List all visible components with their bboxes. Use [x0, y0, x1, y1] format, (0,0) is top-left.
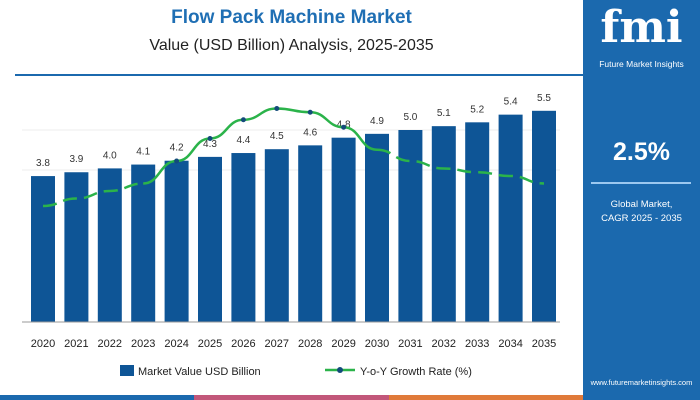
bar-label-2034: 5.4	[504, 97, 518, 108]
legend-bar-swatch	[120, 365, 134, 376]
x-tick-2031: 2031	[398, 338, 422, 350]
bar-label-2035: 5.5	[537, 93, 551, 104]
growth-point-2024	[174, 158, 180, 164]
bar-label-2024: 4.2	[170, 143, 184, 154]
bar-label-2022: 4.0	[103, 150, 117, 161]
chart-title: Flow Pack Machine Market	[171, 7, 412, 28]
bar-2022	[97, 168, 122, 322]
chart-area: 3.8 2020 3.9 2021 4.0 2022 4.1 2023 4.2 2024 4.3 20…	[15, 74, 583, 378]
bar-label-2031: 5.0	[403, 112, 417, 123]
x-tick-2029: 2029	[331, 338, 355, 350]
cagr-label-1: Global Market,	[610, 199, 673, 210]
x-tick-2023: 2023	[131, 338, 155, 350]
x-tick-2025: 2025	[198, 338, 222, 350]
bottom-color-strip	[0, 395, 583, 400]
bar-2025	[198, 156, 222, 322]
bar-2032	[431, 126, 456, 322]
divider	[591, 182, 691, 184]
bar-2024	[164, 160, 189, 322]
x-tick-2035: 2035	[532, 338, 556, 350]
x-tick-2027: 2027	[265, 338, 289, 350]
cagr-value: 2.5%	[613, 138, 670, 166]
x-tick-2028: 2028	[298, 338, 322, 350]
x-tick-2030: 2030	[365, 338, 389, 350]
x-tick-2021: 2021	[64, 338, 88, 350]
growth-point-2027	[274, 106, 280, 111]
bar-label-2028: 4.6	[303, 127, 317, 138]
growth-line-late	[376, 148, 545, 185]
x-tick-2026: 2026	[231, 338, 255, 350]
chart-subtitle: Value (USD Billion) Analysis, 2025-2035	[149, 37, 434, 54]
x-tick-2034: 2034	[498, 338, 522, 350]
legend-bar-label: Market Value USD Billion	[138, 366, 261, 378]
bar-2023	[131, 164, 156, 322]
bar-2035	[532, 110, 556, 322]
growth-point-2026	[240, 117, 246, 123]
growth-point-2029	[341, 124, 347, 130]
bar-2020	[31, 176, 55, 322]
bar-label-2032: 5.1	[437, 108, 451, 119]
bar-2030	[365, 133, 389, 322]
growth-point-2025	[207, 136, 213, 141]
bar-2027	[264, 149, 289, 322]
bar-label-2020: 3.8	[36, 158, 50, 169]
bar-label-2021: 3.9	[69, 154, 83, 165]
bar-label-2026: 4.4	[236, 135, 250, 146]
x-tick-2020: 2020	[31, 338, 55, 350]
bar-label-2030: 4.9	[370, 116, 384, 127]
legend-line-marker	[337, 367, 343, 373]
website-url[interactable]: www.futuremarketinsights.com	[590, 378, 693, 387]
bar-label-2025: 4.3	[203, 139, 217, 150]
brand-name: Future Market Insights	[599, 59, 684, 69]
bar-2033	[465, 122, 490, 322]
bar-2021	[64, 172, 89, 322]
legend-line-label: Y-o-Y Growth Rate (%)	[360, 366, 472, 378]
x-tick-2032: 2032	[432, 338, 456, 350]
bar-2029	[331, 137, 356, 322]
bar-2028	[298, 145, 323, 322]
fmi-logo: fmi	[600, 2, 683, 53]
growth-line-early	[42, 182, 144, 208]
bar-2034	[498, 114, 523, 322]
growth-point-2028	[307, 109, 313, 115]
bar-label-2027: 4.5	[270, 131, 284, 142]
side-panel: fmi Future Market Insights 2.5% Global M…	[583, 0, 700, 400]
bar-label-2023: 4.1	[136, 147, 150, 158]
x-tick-2022: 2022	[98, 338, 122, 350]
cagr-label-2: CAGR 2025 - 2035	[601, 213, 682, 224]
bar-label-2033: 5.2	[470, 104, 484, 115]
x-tick-2033: 2033	[465, 338, 489, 350]
growth-line-mid	[143, 107, 378, 185]
bar-2026	[231, 153, 256, 322]
x-tick-2024: 2024	[164, 338, 188, 350]
